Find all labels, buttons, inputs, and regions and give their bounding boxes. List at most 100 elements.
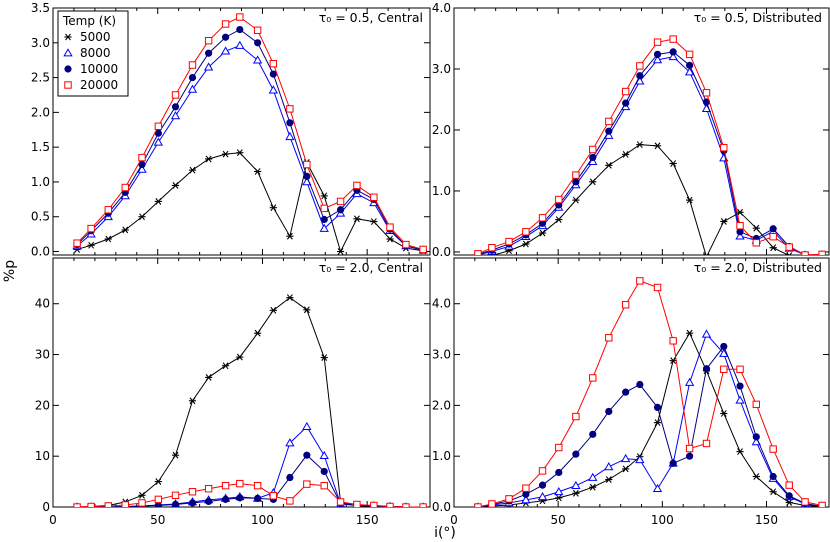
y-tick-label: 1.0 — [432, 184, 451, 198]
x-tick-label: 100 — [251, 513, 274, 527]
data-point-5000-9 — [221, 362, 230, 370]
data-point-20000-19 — [785, 243, 793, 251]
series-line-10000 — [477, 51, 823, 255]
panel-3: 0 10 20 30 40 0 50 100 150 τ₀ = 2.0, Central — [35, 257, 431, 527]
data-point-5000-11 — [653, 142, 662, 150]
x-tick-label: 100 — [651, 513, 674, 527]
data-point-10000-9 — [622, 99, 630, 107]
data-point-8000-5 — [153, 137, 164, 146]
y-tick-label: 1.0 — [31, 175, 50, 189]
x-tick-label: 50 — [150, 513, 165, 527]
y-tick-label: 2.0 — [31, 105, 50, 119]
x-tick-label: 0 — [49, 513, 57, 527]
data-point-5000-19 — [785, 499, 793, 506]
data-point-20000-1 — [488, 500, 496, 507]
data-point-8000-13 — [684, 67, 695, 76]
panel-title: τ₀ = 0.5, Central — [319, 10, 423, 25]
data-point-20000-6 — [572, 171, 580, 179]
data-point-20000-17 — [353, 181, 361, 190]
y-tick-label: 0 — [42, 500, 50, 514]
data-point-8000-16 — [735, 395, 745, 404]
data-point-5000-12 — [669, 357, 677, 365]
data-point-5000-6 — [572, 196, 580, 204]
data-area — [474, 35, 826, 255]
data-point-5000-14 — [703, 253, 710, 255]
data-point-20000-8 — [204, 485, 213, 493]
data-point-8000-9 — [621, 453, 631, 463]
data-point-20000-20 — [801, 251, 809, 255]
data-point-20000-8 — [605, 334, 613, 342]
data-point-20000-12 — [269, 59, 278, 68]
data-point-8000-12 — [268, 85, 278, 94]
data-point-20000-18 — [370, 193, 378, 201]
data-point-5000-4 — [538, 229, 547, 237]
data-point-20000-15 — [320, 481, 328, 490]
data-point-10000-7 — [188, 73, 197, 82]
data-point-5000-15 — [320, 192, 328, 200]
panel-4: 0.0 1.0 2.0 3.0 4.0 0 50 100 150 τ₀ = 2.0, Distri… — [432, 257, 830, 527]
data-point-5000-17 — [752, 473, 760, 480]
data-point-20000-17 — [353, 500, 361, 507]
series-line-8000 — [477, 333, 823, 507]
data-point-5000-5 — [154, 198, 162, 205]
data-point-8000-4 — [137, 164, 147, 173]
series-line-5000 — [477, 332, 823, 507]
series-line-5000 — [77, 297, 424, 507]
data-point-20000-20 — [402, 503, 410, 507]
data-point-10000-6 — [171, 103, 180, 111]
data-point-10000-4 — [138, 160, 146, 169]
data-point-8000-10 — [635, 76, 645, 85]
data-point-10000-9 — [221, 495, 230, 503]
data-point-20000-2 — [104, 502, 112, 507]
data-point-5000-4 — [138, 213, 146, 221]
data-point-20000-11 — [653, 38, 662, 46]
data-point-5000-18 — [370, 218, 378, 226]
data-point-10000-13 — [686, 452, 694, 460]
data-point-5000-12 — [269, 306, 277, 314]
y-tick-label: 2.0 — [432, 123, 451, 137]
data-point-5000-18 — [769, 244, 777, 252]
series-line-20000 — [477, 280, 823, 507]
data-point-5000-15 — [720, 218, 728, 225]
data-point-20000-5 — [555, 195, 563, 204]
data-point-20000-8 — [605, 117, 613, 126]
data-point-10000-10 — [636, 72, 644, 80]
legend: Temp (K) 5000 8000 10000 20000 — [57, 10, 129, 97]
series-line-8000 — [477, 56, 823, 255]
data-point-10000-8 — [605, 407, 613, 416]
data-point-5000-10 — [236, 353, 244, 361]
data-point-10000-16 — [336, 206, 345, 214]
y-tick-label: 2.0 — [432, 398, 451, 412]
data-point-10000-6 — [572, 450, 580, 458]
data-point-10000-12 — [669, 48, 677, 56]
data-point-20000-15 — [320, 204, 328, 213]
data-point-20000-16 — [336, 498, 345, 506]
data-point-10000-13 — [686, 61, 694, 69]
data-point-20000-7 — [589, 145, 597, 154]
y-tick-label: 4.0 — [432, 297, 451, 311]
data-area — [73, 294, 427, 507]
y-tick-label: 0.5 — [31, 210, 50, 224]
data-point-20000-2 — [505, 495, 513, 503]
data-point-5000-7 — [188, 166, 197, 174]
data-point-8000-15 — [319, 450, 329, 460]
data-point-20000-13 — [286, 105, 294, 113]
data-point-8000-9 — [220, 46, 231, 55]
panel-title: τ₀ = 2.0, Distributed — [694, 260, 822, 275]
data-point-20000-16 — [736, 222, 744, 230]
data-point-10000-3 — [522, 490, 530, 498]
data-point-10000-7 — [188, 499, 197, 507]
data-point-8000-10 — [235, 40, 245, 49]
data-point-10000-17 — [752, 433, 760, 441]
data-point-5000-19 — [386, 235, 394, 243]
data-point-20000-6 — [171, 91, 180, 99]
data-point-10000-11 — [653, 403, 662, 411]
data-point-10000-11 — [254, 494, 262, 502]
data-point-legend-5000-0 — [64, 33, 72, 41]
data-point-10000-12 — [669, 459, 677, 467]
data-point-20000-10 — [636, 277, 644, 285]
data-point-8000-8 — [604, 462, 614, 471]
data-point-5000-6 — [171, 451, 180, 459]
data-point-20000-7 — [188, 488, 197, 496]
data-point-20000-20 — [402, 240, 410, 249]
